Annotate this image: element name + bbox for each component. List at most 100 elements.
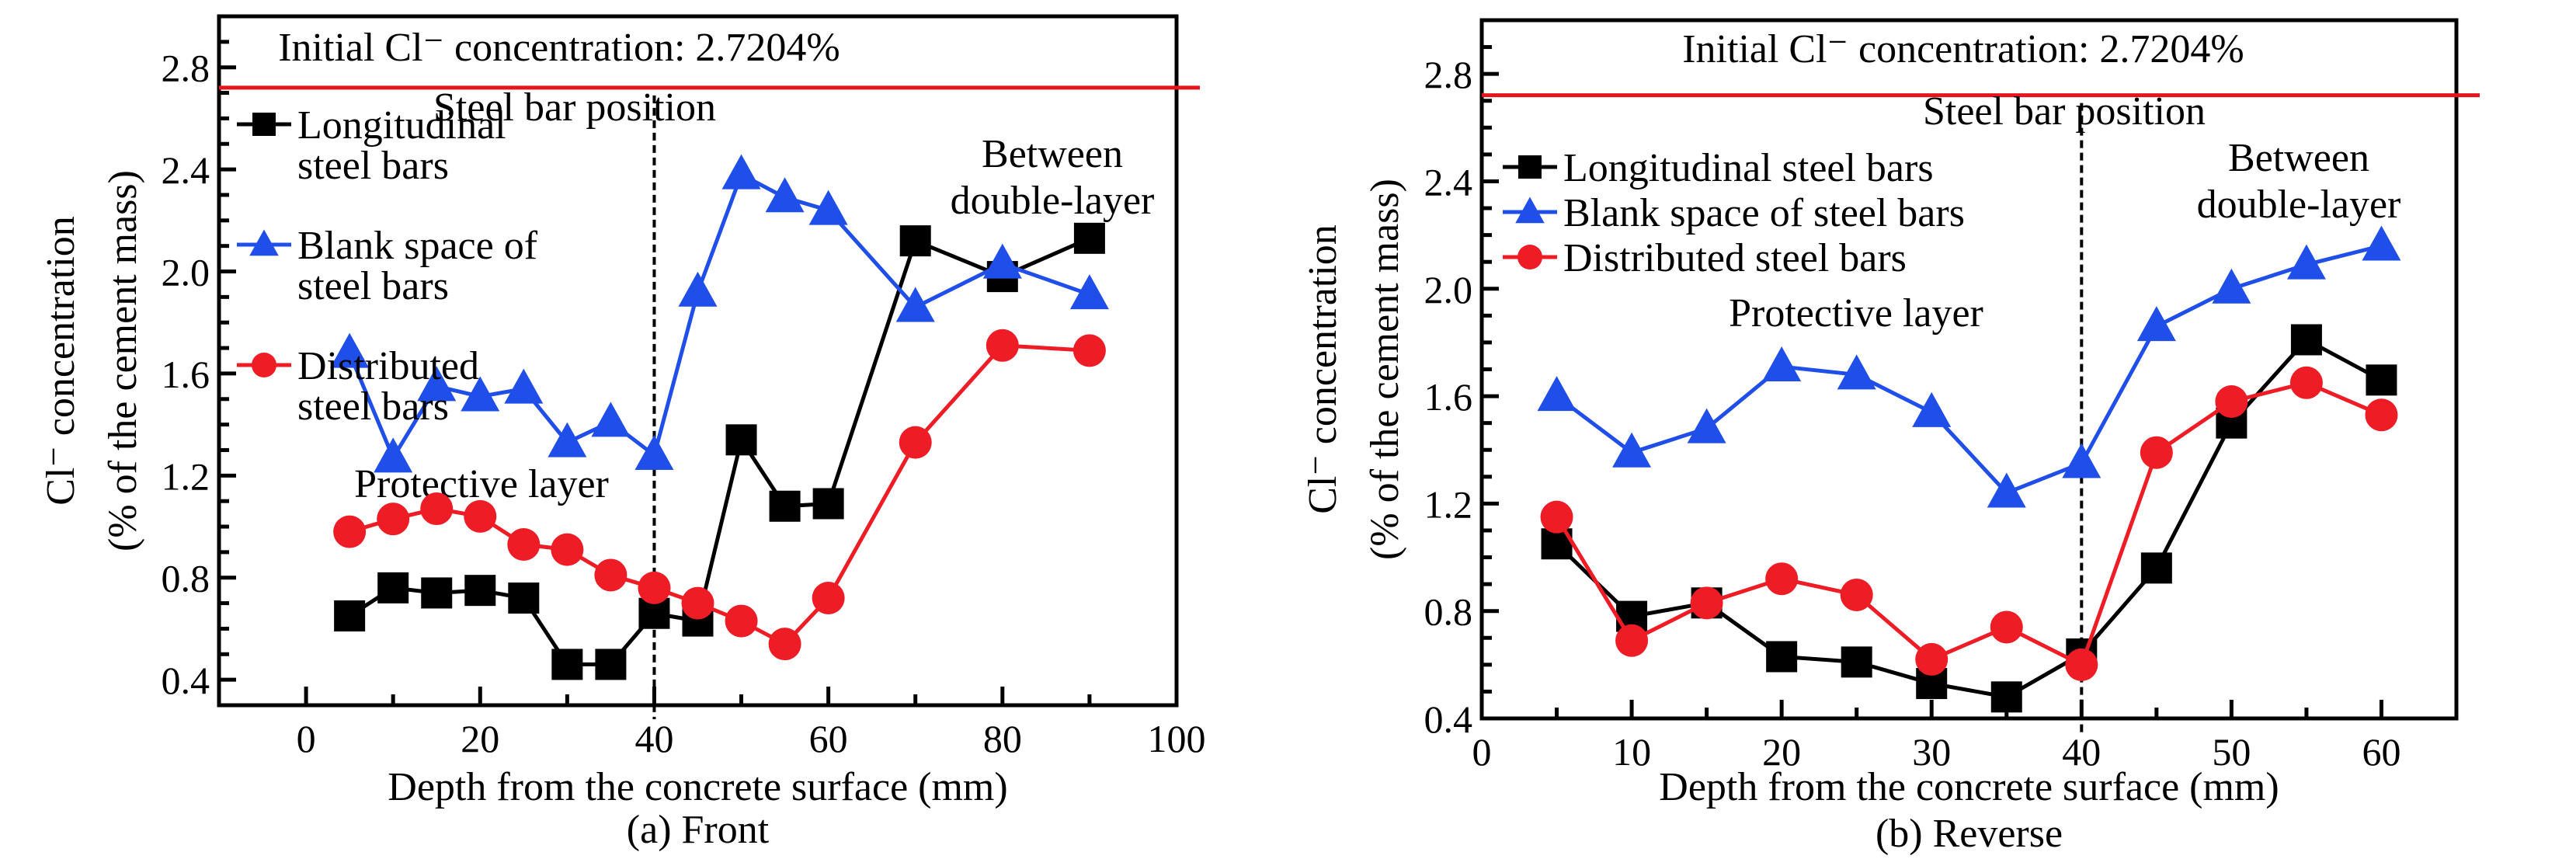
data-point-circle: [768, 628, 801, 661]
x-axis-title: Depth from the concrete surface (mm): [1659, 765, 2279, 809]
data-point-square: [1073, 222, 1105, 254]
y-tick-label: 2.0: [162, 251, 210, 294]
data-point-circle: [2215, 384, 2248, 418]
x-tick-label: 20: [1762, 730, 1801, 774]
series-line: [348, 236, 1090, 666]
data-point-triangle: [1069, 274, 1109, 310]
data-point-circle: [1615, 624, 1649, 657]
data-point-circle: [507, 528, 541, 562]
annotation-double-layer: Between: [982, 132, 1123, 176]
data-point-triangle: [721, 154, 761, 190]
data-point-triangle: [634, 435, 674, 471]
data-point-triangle: [1837, 354, 1876, 390]
x-tick-label: 50: [2212, 730, 2251, 774]
data-point-square: [2290, 324, 2322, 356]
initial-concentration-label: Initial Cl⁻ concentration: 2.7204%: [1682, 27, 2244, 71]
data-point-square: [899, 225, 931, 257]
data-point-circle: [333, 515, 367, 548]
series-distributed-steel-bars: [1540, 366, 2398, 681]
data-point-circle: [899, 426, 932, 459]
series-longitudinal-steel-bars: [1541, 324, 2397, 713]
legend-item: Blank space of steel bars: [1503, 191, 1965, 235]
data-point-triangle: [678, 271, 718, 307]
x-tick-label: 40: [2062, 730, 2101, 774]
x-tick-label: 10: [1612, 730, 1651, 774]
panel-caption: (b) Reverse: [1876, 812, 2063, 856]
legend-marker-triangle: [1515, 197, 1545, 224]
data-point-circle: [1540, 500, 1573, 534]
x-tick-label: 80: [983, 717, 1022, 760]
y-tick-label: 2.4: [1424, 160, 1473, 203]
data-point-circle: [377, 503, 410, 536]
y-tick-label: 2.8: [1424, 53, 1473, 96]
data-point-triangle: [548, 422, 587, 457]
annotation-double-layer: Between: [2228, 136, 2369, 180]
legend-label: Longitudinal: [297, 103, 506, 148]
y-axis-title-line1: Cl⁻ concentration: [1301, 224, 1345, 514]
x-tick-label: 60: [809, 717, 848, 760]
data-point-square: [769, 490, 801, 522]
y-tick-label: 0.8: [162, 557, 210, 600]
legend-marker-square: [1518, 155, 1542, 179]
data-point-square: [421, 577, 453, 609]
legend-marker-circle: [1517, 245, 1542, 270]
legend-label: steel bars: [297, 384, 449, 429]
y-axis-title-line2: (% of the cement mass): [101, 170, 145, 551]
data-point-circle: [1072, 334, 1106, 367]
legend-marker-triangle: [249, 229, 279, 256]
data-point-triangle: [895, 287, 935, 322]
y-tick-label: 2.8: [162, 47, 210, 90]
legend-marker-square: [252, 113, 276, 136]
legend-label: Distributed steel bars: [1563, 236, 1907, 280]
data-point-circle: [2289, 366, 2323, 399]
data-point-triangle: [1612, 432, 1652, 468]
x-axis-title: Depth from the concrete surface (mm): [388, 765, 1007, 809]
x-tick-label: 0: [1472, 730, 1492, 774]
data-point-square: [812, 488, 844, 520]
annotation-protective-layer: Protective layer: [1729, 291, 1983, 336]
legend-label: steel bars: [297, 264, 449, 308]
legend-label: Distributed: [297, 344, 479, 388]
data-point-square: [508, 583, 540, 614]
data-point-square: [2366, 364, 2397, 396]
data-point-circle: [420, 492, 454, 526]
data-point-triangle: [2362, 225, 2401, 261]
data-point-triangle: [330, 332, 370, 368]
data-point-triangle: [2286, 244, 2326, 280]
data-point-square: [1766, 641, 1798, 673]
data-point-triangle: [982, 243, 1022, 279]
data-point-triangle: [2136, 306, 2176, 342]
x-tick-label: 0: [297, 717, 316, 760]
data-point-triangle: [1687, 408, 1726, 443]
series-blank-space-of-steel-bars: [330, 154, 1109, 473]
data-point-circle: [594, 558, 627, 592]
y-tick-label: 1.6: [1424, 375, 1473, 419]
y-axis-title-line1: Cl⁻ concentration: [39, 216, 83, 506]
data-point-circle: [725, 604, 758, 638]
legend-label: Blank space of: [297, 224, 538, 268]
plot-frame: [217, 14, 1179, 708]
data-point-triangle: [808, 190, 848, 225]
data-point-triangle: [765, 177, 805, 213]
data-point-circle: [1915, 642, 1949, 676]
series-line: [1556, 244, 2383, 496]
legend-item: Distributed steel bars: [1503, 236, 1907, 280]
chart-panel-reverse: 0.4 0.8 1.2 1.6 2.0 2.4 2.8 0 10 20 30 40 50 60 Depth …: [1301, 18, 2480, 856]
data-point-circle: [1990, 610, 2023, 644]
legend-label: Longitudinal steel bars: [1563, 146, 1934, 190]
data-point-triangle: [504, 368, 544, 404]
steel-bar-position-label: Steel bar position: [1923, 89, 2206, 134]
data-point-square: [1990, 681, 2022, 713]
y-tick-label: 0.8: [1424, 590, 1473, 634]
data-point-circle: [2140, 436, 2173, 469]
x-tick-label: 30: [1912, 730, 1951, 774]
data-point-triangle: [461, 376, 500, 412]
data-point-triangle: [2212, 268, 2251, 304]
legend-label: steel bars: [297, 144, 449, 188]
data-point-triangle: [591, 402, 631, 437]
